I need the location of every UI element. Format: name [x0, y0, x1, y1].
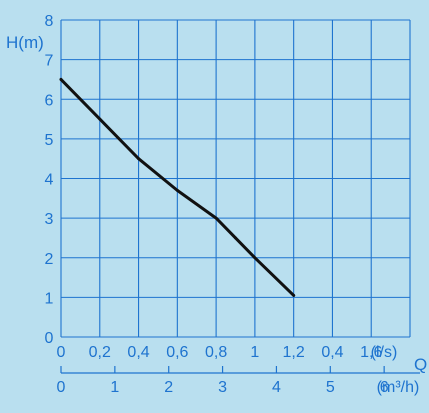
x-tick-label-ls: 0,8: [205, 344, 227, 361]
x-tick-label-m3h: 2: [164, 379, 173, 396]
y-tick-label: 6: [45, 92, 54, 109]
y-tick-label: 1: [45, 290, 54, 307]
x-tick-label-m3h: 6: [380, 379, 389, 396]
x-tick-label-m3h: 0: [57, 379, 66, 396]
x-axis-title: Q: [414, 355, 427, 374]
y-axis-title: H(m): [6, 33, 44, 52]
x-tick-label-ls: 1: [250, 344, 259, 361]
curve-point: [253, 256, 257, 260]
curve-point: [59, 78, 63, 81]
curve-point: [175, 188, 179, 192]
x-tick-label-m3h: 3: [218, 379, 227, 396]
y-tick-label: 2: [45, 251, 54, 268]
x-tick-label-m3h: 1: [110, 379, 119, 396]
x-tick-label-ls: 1,6: [360, 344, 382, 361]
y-tick-label: 7: [45, 53, 54, 70]
x-tick-label-ls: 0,4: [321, 344, 343, 361]
curve-point: [234, 236, 237, 240]
x-tick-label-m3h: 5: [326, 379, 335, 396]
y-tick-label: 4: [45, 172, 54, 189]
curve-point: [214, 216, 218, 220]
performance-curve: [59, 77, 296, 297]
y-tick-label: 8: [45, 13, 54, 30]
x-tick-label-ls: 0,2: [89, 344, 111, 361]
x-unit-ls: (l/s): [371, 344, 398, 361]
curve-point: [98, 117, 102, 121]
y-tick-label: 0: [45, 330, 54, 347]
x-unit-m3h: (m³/h): [377, 379, 420, 396]
x-tick-label-ls: 0: [57, 344, 66, 361]
y-tick-label: 3: [45, 211, 54, 228]
x-tick-label-ls: 1,2: [283, 344, 305, 361]
y-tick-label: 5: [45, 132, 54, 149]
x-tick-label-ls: 0,6: [166, 344, 188, 361]
curve-point: [292, 293, 296, 297]
curve-point: [137, 157, 140, 161]
x-tick-label-ls: 0,4: [127, 344, 149, 361]
x-tick-label-m3h: 4: [272, 379, 281, 396]
